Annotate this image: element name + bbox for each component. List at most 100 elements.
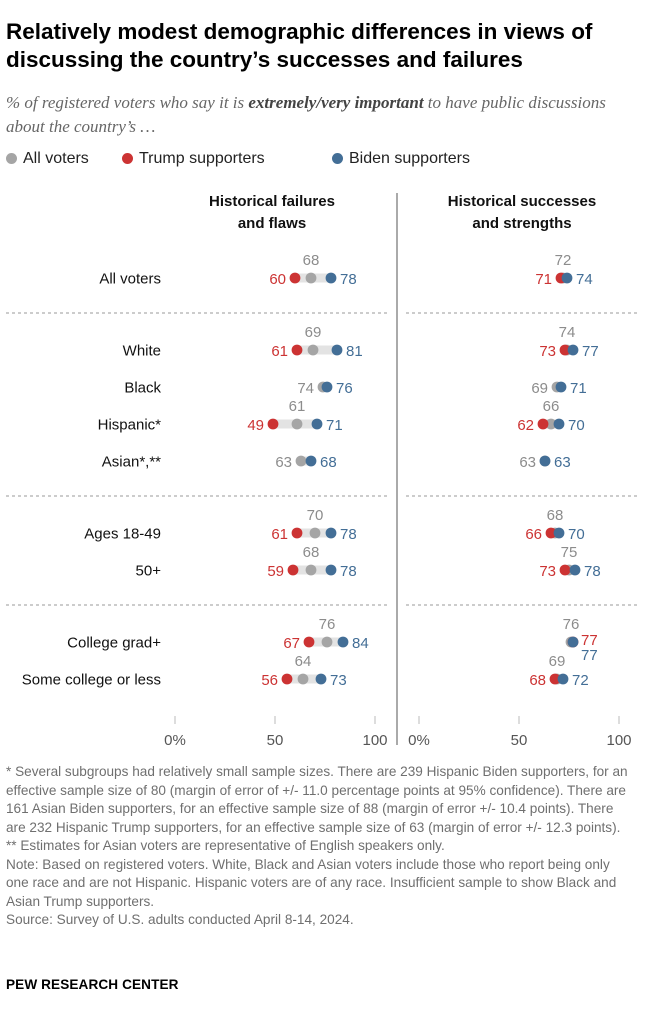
dot-biden-all-voters-panel-2 xyxy=(561,272,573,284)
dot-biden-asian-panel-1 xyxy=(305,455,317,467)
subtitle-suffix: to have public discussions about the cou… xyxy=(6,93,606,136)
label-biden-50-panel-2: 78 xyxy=(584,563,601,580)
label-biden-some-college-or-less-panel-2: 72 xyxy=(572,672,589,689)
axis-label-panel-1-100: 100 xyxy=(362,732,387,749)
label-all-voters-50-panel-2: 75 xyxy=(561,544,578,561)
label-trump-hispanic-panel-2: 62 xyxy=(517,417,534,434)
dot-biden-asian-panel-2 xyxy=(539,455,551,467)
label-all-voters-all-voters-panel-1: 68 xyxy=(303,252,320,269)
dot-all-voters-college-grad-panel-1 xyxy=(321,636,333,648)
legend-dot-trump-supporters xyxy=(122,153,133,164)
label-all-voters-asian-panel-1: 63 xyxy=(275,454,292,471)
dot-biden-hispanic-panel-1 xyxy=(311,418,323,430)
label-biden-ages-18-49-panel-1: 78 xyxy=(340,526,357,543)
label-all-voters-ages-18-49-panel-2: 68 xyxy=(547,507,564,524)
label-biden-black-panel-2: 71 xyxy=(570,380,587,397)
panel-title-2-line-2: and strengths xyxy=(472,215,571,232)
label-all-voters-asian-panel-2: 63 xyxy=(519,454,536,471)
label-biden-hispanic-panel-1: 71 xyxy=(326,417,343,434)
label-all-voters-white-panel-2: 74 xyxy=(559,324,576,341)
dot-trump-50-panel-2 xyxy=(559,564,571,576)
axis-label-panel-2-50: 50 xyxy=(511,732,528,749)
dot-biden-all-voters-panel-1 xyxy=(325,272,337,284)
legend-item-biden-supporters: Biden supporters xyxy=(332,148,470,170)
legend-label-biden-supporters: Biden supporters xyxy=(349,150,470,167)
dot-all-voters-ages-18-49-panel-1 xyxy=(309,527,321,539)
dot-biden-ages-18-49-panel-2 xyxy=(553,527,565,539)
dot-biden-college-grad-panel-2 xyxy=(567,636,579,648)
chart-title: Relatively modest demographic difference… xyxy=(6,19,593,72)
dot-all-voters-some-college-or-less-panel-1 xyxy=(297,673,309,685)
dot-trump-all-voters-panel-1 xyxy=(289,272,301,284)
legend-label-all-voters: All voters xyxy=(23,150,89,167)
label-biden-all-voters-panel-1: 78 xyxy=(340,271,357,288)
dot-all-voters-all-voters-panel-1 xyxy=(305,272,317,284)
label-trump-ages-18-49-panel-1: 61 xyxy=(271,526,288,543)
label-biden-all-voters-panel-2: 74 xyxy=(576,271,593,288)
dot-trump-ages-18-49-panel-1 xyxy=(291,527,303,539)
footnotes: * Several subgroups had relatively small… xyxy=(6,763,636,930)
dot-trump-hispanic-panel-1 xyxy=(267,418,279,430)
footnote-source: Source: Survey of U.S. adults conducted … xyxy=(6,912,354,927)
dot-all-voters-hispanic-panel-1 xyxy=(291,418,303,430)
label-all-voters-hispanic-panel-1: 61 xyxy=(289,398,306,415)
label-trump-all-voters-panel-2: 71 xyxy=(535,271,552,288)
legend-dot-all-voters xyxy=(6,153,17,164)
pew-research-center-logo: PEW RESEARCH CENTER xyxy=(6,977,179,992)
label-all-voters-black-panel-2: 69 xyxy=(531,380,548,397)
dot-biden-white-panel-1 xyxy=(331,344,343,356)
label-all-voters-some-college-or-less-panel-1: 64 xyxy=(295,653,312,670)
axis-label-panel-1-50: 50 xyxy=(267,732,284,749)
dot-all-voters-asian-panel-1 xyxy=(295,455,307,467)
panel-title-1-line-1: Historical failures xyxy=(209,193,335,210)
axis-label-panel-1-0: 0% xyxy=(164,732,186,749)
label-biden-white-panel-1: 81 xyxy=(346,343,363,360)
dot-trump-some-college-or-less-panel-1 xyxy=(281,673,293,685)
row-label-asian: Asian*,** xyxy=(102,454,161,471)
panel-title-2-line-1: Historical successes xyxy=(448,193,596,210)
dot-trump-hispanic-panel-2 xyxy=(537,418,549,430)
label-biden-college-grad-panel-2: 77 xyxy=(581,647,598,664)
legend-item-trump-supporters: Trump supporters xyxy=(122,148,265,170)
dot-biden-some-college-or-less-panel-1 xyxy=(315,673,327,685)
label-trump-some-college-or-less-panel-2: 68 xyxy=(529,672,546,689)
chart-subtitle: % of registered voters who say it is ext… xyxy=(6,91,636,139)
row-label-some-college-or-less: Some college or less xyxy=(22,672,161,689)
label-trump-50-panel-2: 73 xyxy=(539,563,556,580)
label-all-voters-some-college-or-less-panel-2: 69 xyxy=(549,653,566,670)
dot-all-voters-hispanic-panel-2 xyxy=(545,418,557,430)
label-biden-asian-panel-2: 63 xyxy=(554,454,571,471)
label-biden-ages-18-49-panel-2: 70 xyxy=(568,526,585,543)
row-label-all-voters: All voters xyxy=(99,271,161,288)
dot-all-voters-white-panel-1 xyxy=(307,344,319,356)
label-biden-white-panel-2: 77 xyxy=(582,343,599,360)
footnote-note: Note: Based on registered voters. White,… xyxy=(6,856,617,909)
label-all-voters-hispanic-panel-2: 66 xyxy=(543,398,560,415)
label-all-voters-black-panel-1: 74 xyxy=(297,380,314,397)
label-trump-college-grad-panel-1: 67 xyxy=(283,635,300,652)
label-trump-all-voters-panel-1: 60 xyxy=(269,271,286,288)
label-trump-white-panel-1: 61 xyxy=(271,343,288,360)
legend-label-trump-supporters: Trump supporters xyxy=(139,150,265,167)
dot-plot-chart: Historical failures and flaws Historical s… xyxy=(6,193,640,749)
label-biden-50-panel-1: 78 xyxy=(340,563,357,580)
dot-trump-50-panel-1 xyxy=(287,564,299,576)
row-label-white: White xyxy=(123,343,161,360)
footnote-asian-estimates: ** Estimates for Asian voters are repres… xyxy=(6,838,445,853)
dot-trump-white-panel-1 xyxy=(291,344,303,356)
dot-biden-black-panel-2 xyxy=(555,381,567,393)
axis-label-panel-2-0: 0% xyxy=(408,732,430,749)
row-label-black: Black xyxy=(124,380,161,397)
row-label-ages-18-49: Ages 18-49 xyxy=(84,526,161,543)
label-trump-hispanic-panel-1: 49 xyxy=(247,417,264,434)
label-all-voters-50-panel-1: 68 xyxy=(303,544,320,561)
label-biden-asian-panel-1: 68 xyxy=(320,454,337,471)
dot-all-voters-50-panel-1 xyxy=(305,564,317,576)
dot-trump-white-panel-2 xyxy=(559,344,571,356)
dot-biden-college-grad-panel-1 xyxy=(337,636,349,648)
dot-biden-hispanic-panel-2 xyxy=(553,418,565,430)
label-biden-black-panel-1: 76 xyxy=(336,380,353,397)
label-all-voters-college-grad-panel-1: 76 xyxy=(319,616,336,633)
dot-trump-some-college-or-less-panel-2 xyxy=(549,673,561,685)
subtitle-prefix: % of registered voters who say it is xyxy=(6,93,249,112)
